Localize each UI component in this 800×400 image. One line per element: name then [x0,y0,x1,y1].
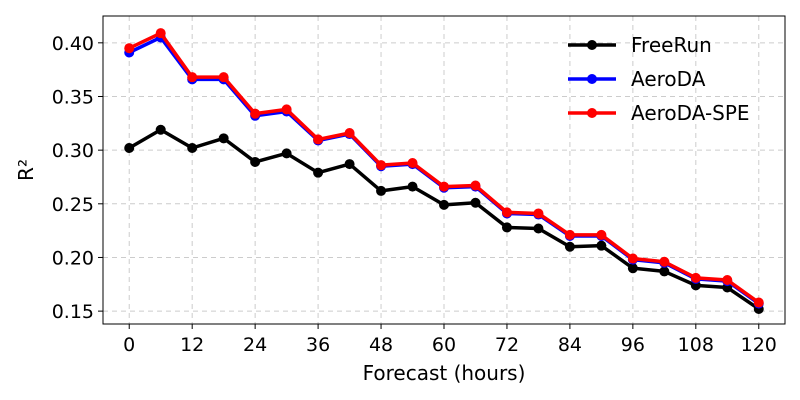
data-point [250,156,261,167]
x-tick-label: 108 [678,334,714,356]
data-point [753,297,764,308]
legend-label: AeroDA [631,67,706,91]
y-axis: 0.15 0.20 0.25 0.30 0.35 0.40 [52,33,103,323]
data-point [187,72,198,83]
data-point [564,229,575,240]
y-tick-label: 0.40 [52,33,94,55]
data-point [533,208,544,219]
x-tick-label: 96 [621,334,645,356]
data-point [439,199,449,210]
y-tick-label: 0.20 [52,247,94,269]
y-axis-label: R² [14,159,38,181]
data-point [439,181,449,192]
data-point [155,28,166,39]
data-point [470,180,481,191]
x-tick-label: 12 [180,334,204,356]
series-line [128,128,760,311]
series-freerun [124,124,764,314]
data-point [281,148,292,159]
data-point [124,143,135,153]
legend-label: FreeRun [631,33,712,57]
legend-swatch-marker [587,74,597,84]
data-point [533,223,544,234]
x-tick-label: 84 [558,334,582,356]
legend-swatch-marker [587,40,597,50]
legend-item: FreeRun [568,33,712,57]
data-point [218,72,229,83]
data-point [596,229,607,240]
data-point [627,253,638,264]
data-point [250,108,261,119]
series-layer [124,28,764,314]
x-tick-label: 120 [741,334,777,356]
y-tick-label: 0.30 [52,140,94,162]
x-axis-label: Forecast (hours) [363,361,526,385]
x-tick-label: 72 [495,334,519,356]
data-point [344,159,355,170]
data-point [501,222,512,233]
x-axis: 0 12 24 36 48 60 72 84 96 108 120 [123,324,777,356]
x-tick-label: 36 [306,334,330,356]
data-point [722,275,733,285]
data-point [659,266,670,277]
data-point [155,124,166,135]
data-point [407,158,418,169]
data-point [376,160,387,171]
data-point [627,263,638,274]
x-tick-label: 0 [123,334,135,356]
data-point [501,207,512,218]
x-tick-label: 60 [432,334,456,356]
legend-item: AeroDA-SPE [568,101,750,125]
data-point [470,197,481,208]
data-point [124,43,135,54]
data-point [313,134,324,145]
data-point [596,240,607,251]
legend-swatch-marker [587,108,597,118]
y-tick-label: 0.25 [52,194,94,216]
x-tick-label: 24 [243,334,267,356]
legend-label: AeroDA-SPE [631,101,750,125]
legend: FreeRun AeroDA AeroDA-SPE [568,33,750,125]
y-tick-label: 0.15 [52,301,94,323]
y-tick-label: 0.35 [52,86,94,108]
data-point [187,143,198,153]
data-point [344,127,355,138]
data-point [659,256,670,267]
data-point [313,167,324,178]
data-point [564,241,575,252]
data-point [281,104,292,115]
x-tick-label: 48 [369,334,393,356]
data-point [407,181,418,192]
data-point [376,185,387,196]
data-point [218,133,229,144]
data-point [690,272,701,283]
legend-item: AeroDA [568,67,706,91]
series-aeroda-spe [124,28,764,308]
